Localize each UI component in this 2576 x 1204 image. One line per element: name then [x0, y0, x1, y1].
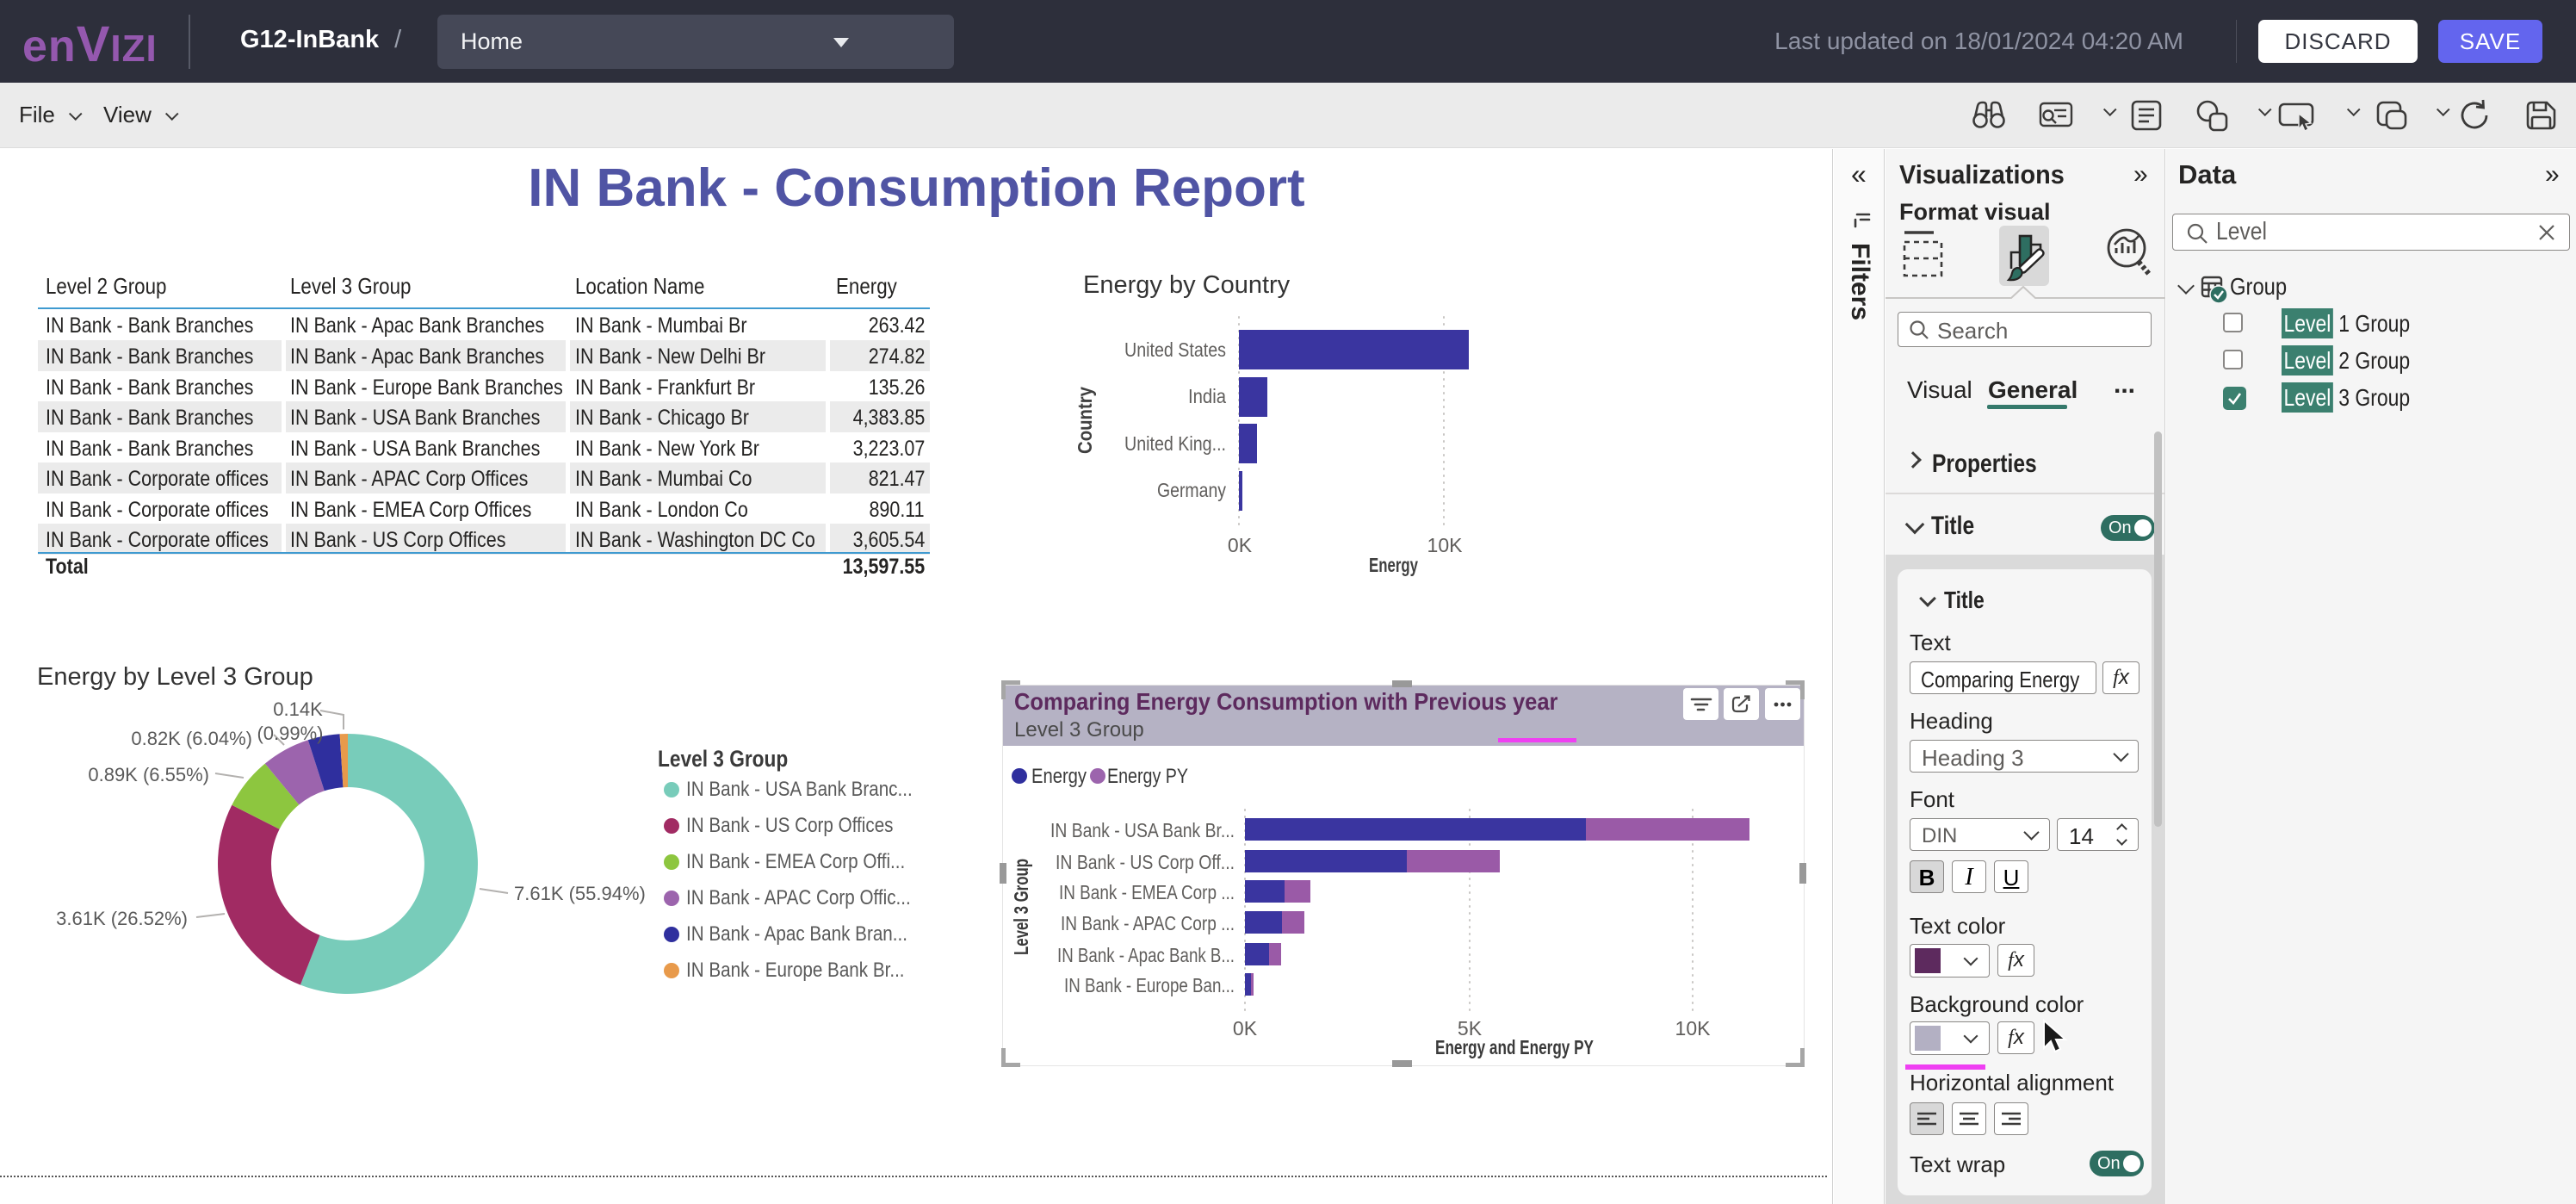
svg-text:IN Bank - Apac Bank B...: IN Bank - Apac Bank B...: [1057, 944, 1235, 966]
svg-text:IN Bank - EMEA Corp ...: IN Bank - EMEA Corp ...: [1059, 881, 1235, 903]
svg-text:United States: United States: [1124, 338, 1226, 361]
svg-text:Energy: Energy: [1369, 554, 1418, 576]
svg-text:IN Bank - APAC Corp ...: IN Bank - APAC Corp ...: [1061, 912, 1235, 934]
svg-text:Energy: Energy: [1031, 765, 1087, 788]
svg-text:3.61K (26.52%): 3.61K (26.52%): [56, 908, 188, 929]
svg-text:Germany: Germany: [1157, 479, 1226, 501]
svg-text:0.89K (6.55%): 0.89K (6.55%): [88, 764, 209, 785]
svg-text:0K: 0K: [1233, 1017, 1258, 1040]
svg-text:United King...: United King...: [1124, 432, 1226, 455]
svg-text:Energy and Energy PY: Energy and Energy PY: [1435, 1036, 1594, 1058]
svg-text:0.82K (6.04%): 0.82K (6.04%): [131, 728, 252, 749]
svg-text:5K: 5K: [1458, 1017, 1483, 1040]
svg-text:Energy PY: Energy PY: [1107, 765, 1188, 788]
svg-text:10K: 10K: [1675, 1017, 1712, 1040]
svg-text:IN Bank - Europe Ban...: IN Bank - Europe Ban...: [1064, 974, 1235, 996]
svg-text:(0.99%): (0.99%): [257, 723, 323, 744]
svg-text:Country: Country: [1074, 387, 1096, 454]
svg-text:Level 3 Group: Level 3 Group: [1010, 859, 1032, 955]
svg-text:7.61K (55.94%): 7.61K (55.94%): [514, 883, 646, 904]
svg-text:IN Bank - USA Bank Br...: IN Bank - USA Bank Br...: [1050, 819, 1235, 841]
svg-text:India: India: [1188, 385, 1226, 407]
svg-text:0K: 0K: [1228, 534, 1253, 556]
svg-text:0.14K: 0.14K: [273, 698, 323, 720]
svg-text:IN Bank - US Corp Off...: IN Bank - US Corp Off...: [1056, 851, 1235, 873]
svg-text:10K: 10K: [1427, 534, 1464, 556]
